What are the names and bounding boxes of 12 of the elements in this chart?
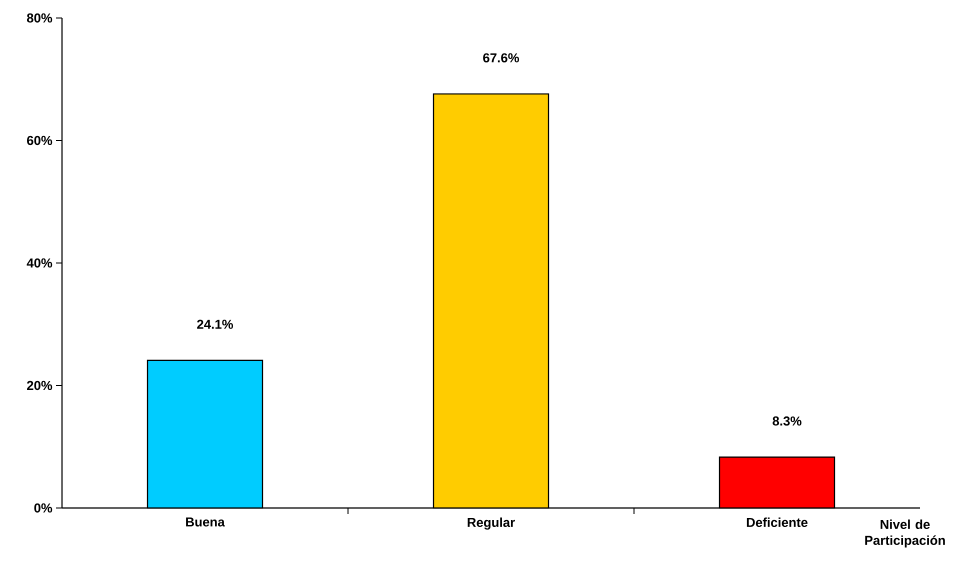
x-axis-title: Nivel de Participación — [865, 520, 945, 548]
y-tick-label: 20% — [27, 380, 52, 390]
data-label: 24.1% — [197, 320, 234, 329]
y-tick-label: 0% — [34, 503, 52, 513]
x-tick-label: Buena — [186, 518, 225, 527]
x-tick-label: Regular — [468, 518, 515, 530]
data-label: 67.6% — [483, 53, 520, 62]
y-tick-label: 80% — [26, 13, 52, 23]
y-tick-label: 40% — [26, 258, 52, 268]
y-tick-label: 60% — [27, 136, 52, 146]
x-tick-label: Deficiente — [746, 518, 808, 528]
data-label: 8.3% — [772, 416, 802, 426]
